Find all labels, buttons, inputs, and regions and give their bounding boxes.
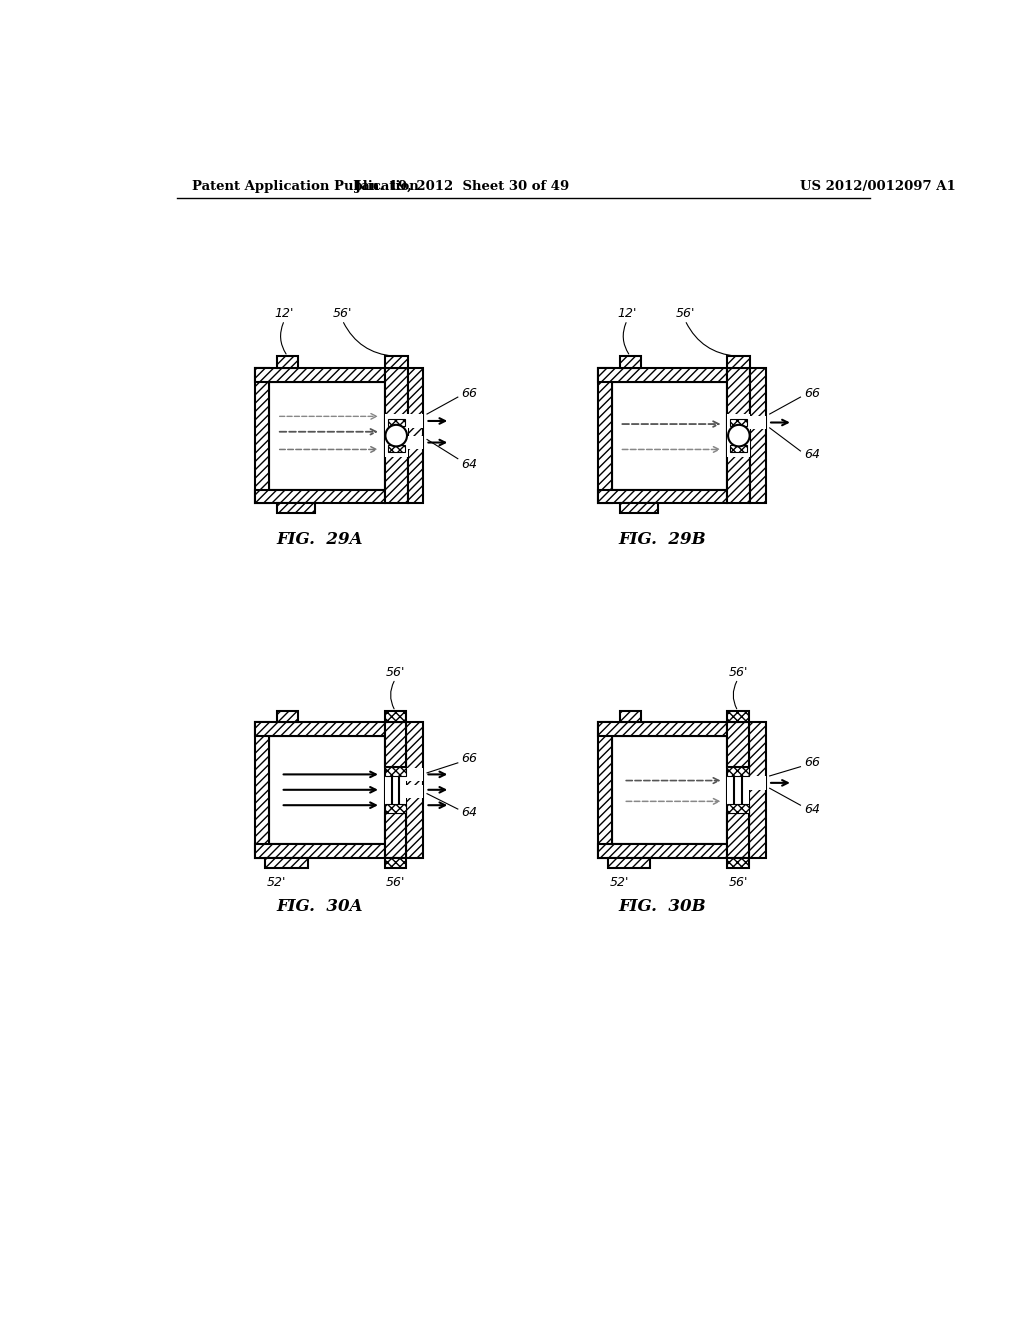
Text: 56': 56' — [386, 875, 406, 888]
Text: 64: 64 — [462, 807, 477, 820]
Bar — [408, 436, 423, 449]
Circle shape — [385, 425, 407, 446]
Bar — [407, 722, 423, 858]
Bar — [749, 722, 766, 858]
Bar — [255, 368, 385, 381]
Bar — [385, 813, 407, 858]
Bar — [598, 490, 727, 503]
Bar — [385, 368, 408, 503]
Bar — [598, 368, 727, 381]
Bar — [385, 858, 407, 869]
Bar — [388, 445, 404, 451]
Bar — [385, 722, 407, 767]
Bar — [388, 420, 404, 426]
Bar — [385, 711, 407, 722]
Bar — [749, 776, 766, 789]
Bar — [276, 711, 298, 722]
Text: FIG.  29B: FIG. 29B — [618, 531, 706, 548]
Text: 12': 12' — [274, 308, 294, 321]
Text: FIG.  29A: FIG. 29A — [275, 531, 362, 548]
Bar — [734, 771, 742, 809]
Text: 64: 64 — [462, 458, 477, 471]
Bar — [385, 356, 408, 368]
Bar — [408, 368, 423, 503]
Text: 56': 56' — [386, 667, 406, 680]
Bar — [598, 722, 727, 737]
Bar — [608, 858, 650, 869]
Text: 56': 56' — [675, 308, 694, 321]
Bar — [255, 490, 385, 503]
Bar — [255, 843, 385, 858]
Bar — [598, 843, 727, 858]
Bar — [408, 414, 423, 428]
Text: Patent Application Publication: Patent Application Publication — [193, 181, 419, 194]
Bar — [730, 445, 748, 451]
Text: 66: 66 — [462, 752, 477, 766]
Bar — [265, 858, 307, 869]
Text: FIG.  30B: FIG. 30B — [618, 899, 706, 915]
Text: 64: 64 — [804, 803, 820, 816]
Bar — [751, 416, 766, 429]
Text: 52': 52' — [267, 875, 287, 888]
Bar — [727, 722, 749, 767]
Text: 56': 56' — [728, 667, 748, 680]
Bar — [255, 368, 269, 503]
Bar — [727, 767, 749, 813]
Text: US 2012/0012097 A1: US 2012/0012097 A1 — [801, 181, 956, 194]
Bar — [269, 737, 385, 843]
Text: 12': 12' — [617, 308, 637, 321]
Bar — [611, 737, 727, 843]
Bar — [730, 420, 748, 426]
Bar — [620, 356, 641, 368]
Bar — [407, 768, 423, 780]
Bar — [255, 722, 269, 858]
Bar — [385, 414, 408, 457]
Bar — [407, 785, 423, 797]
Bar — [385, 767, 407, 813]
Text: 66: 66 — [804, 387, 820, 400]
Text: 64: 64 — [804, 449, 820, 462]
Bar — [598, 722, 611, 858]
Text: 66: 66 — [462, 387, 477, 400]
Text: 52': 52' — [610, 875, 629, 888]
Bar — [727, 414, 751, 457]
Bar — [385, 767, 407, 776]
Bar — [727, 356, 751, 368]
Bar — [598, 368, 611, 503]
Bar — [276, 356, 298, 368]
Bar — [727, 767, 749, 776]
Circle shape — [728, 425, 750, 446]
Bar — [727, 813, 749, 858]
Bar — [255, 722, 385, 737]
Bar — [269, 381, 385, 490]
Text: 56': 56' — [728, 875, 748, 888]
Bar — [727, 858, 749, 869]
Bar — [751, 368, 766, 503]
Bar — [620, 711, 641, 722]
Bar — [727, 804, 749, 813]
Text: 66: 66 — [804, 756, 820, 770]
Bar — [391, 771, 399, 809]
Text: Jan. 19, 2012  Sheet 30 of 49: Jan. 19, 2012 Sheet 30 of 49 — [354, 181, 568, 194]
Bar — [611, 381, 727, 490]
Text: FIG.  30A: FIG. 30A — [275, 899, 362, 915]
Bar — [620, 503, 658, 512]
Text: 56': 56' — [333, 308, 352, 321]
Bar — [727, 711, 749, 722]
Bar — [727, 368, 751, 503]
Bar — [276, 503, 315, 512]
Bar — [385, 804, 407, 813]
